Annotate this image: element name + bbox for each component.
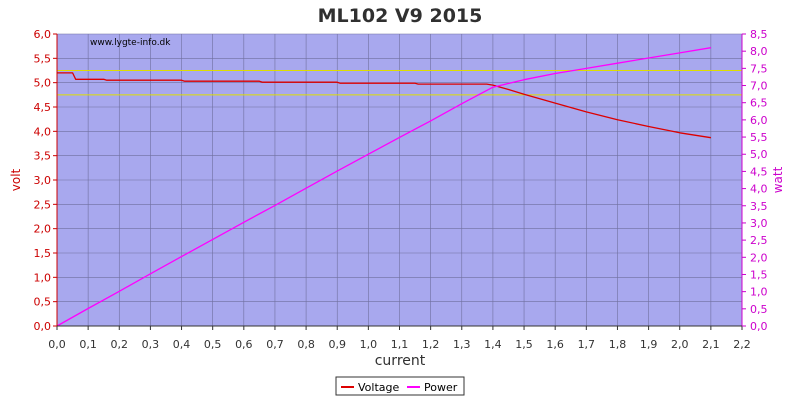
x-tick-label: 0,5: [204, 338, 222, 351]
x-tick-label: 1,8: [609, 338, 627, 351]
axes: 0,0 0,1 0,2 0,3 0,4 0,5 0,6 0,7 0,8 0,9 1,0 1,1 1,2 1…: [34, 28, 768, 351]
y-right-tick-label: 1,0: [750, 286, 768, 299]
y-right-tick-label: 4,0: [750, 183, 768, 196]
x-tick-label: 1,3: [453, 338, 471, 351]
x-tick-label: 2,0: [671, 338, 689, 351]
y-left-tick-label: 0,0: [34, 320, 52, 333]
chart-title: ML102 V9 2015: [318, 5, 483, 27]
x-tick-label: 1,4: [484, 338, 502, 351]
y-left-tick-label: 3,5: [34, 150, 52, 163]
y-right-tick-label: 4,5: [750, 165, 768, 178]
reference-lines: [57, 70, 742, 96]
y-right-tick-label: 1,5: [750, 268, 768, 281]
x-tick-label: 0,6: [235, 338, 253, 351]
y-left-tick-label: 3,0: [34, 174, 52, 187]
y-left-tick-label: 4,0: [34, 125, 52, 138]
legend-voltage-label: Voltage: [358, 381, 399, 394]
y-left-tick-label: 1,0: [34, 271, 52, 284]
y-left-tick-label: 4,5: [34, 101, 52, 114]
x-tick-label: 1,7: [578, 338, 596, 351]
y-right-tick-label: 5,0: [750, 148, 768, 161]
x-tick-label: 0,3: [142, 338, 160, 351]
y-right-tick-label: 2,0: [750, 251, 768, 264]
x-tick-label: 0,7: [266, 338, 284, 351]
x-tick-label: 0,9: [328, 338, 346, 351]
x-tick-label: 0,1: [79, 338, 97, 351]
legend-power-label: Power: [424, 381, 458, 394]
y-right-tick-label: 5,5: [750, 131, 768, 144]
y-right-tick-label: 3,5: [750, 200, 768, 213]
x-tick-label: 2,2: [733, 338, 751, 351]
legend: Voltage Power: [335, 376, 465, 396]
x-tick-label: 2,1: [702, 338, 720, 351]
x-tick-label: 1,2: [422, 338, 440, 351]
power-series-line: [56, 47, 712, 327]
y-left-tick-label: 0,5: [34, 296, 52, 309]
y-left-tick-label: 5,5: [34, 52, 52, 65]
y-left-tick-label: 1,5: [34, 247, 52, 260]
x-tick-label: 1,5: [515, 338, 533, 351]
x-tick-label: 1,1: [391, 338, 409, 351]
x-tick-label: 1,0: [360, 338, 378, 351]
y-left-tick-label: 5,0: [34, 77, 52, 90]
y-right-tick-label: 6,0: [750, 114, 768, 127]
y-right-tick-label: 8,0: [750, 45, 768, 58]
y-right-tick-label: 6,5: [750, 97, 768, 110]
y-right-tick-label: 8,5: [750, 28, 768, 41]
y-right-tick-label: 0,5: [750, 303, 768, 316]
x-axis-label: current: [375, 353, 426, 369]
x-tick-label: 0,0: [48, 338, 66, 351]
y-right-tick-label: 3,0: [750, 217, 768, 230]
y-axis-left-label: volt: [9, 168, 23, 191]
y-right-tick-label: 7,0: [750, 80, 768, 93]
y-left-tick-label: 2,0: [34, 223, 52, 236]
x-tick-label: 0,8: [297, 338, 315, 351]
watermark: www.lygte-info.dk: [90, 38, 171, 48]
y-right-tick-label: 0,0: [750, 320, 768, 333]
y-left-tick-label: 6,0: [34, 28, 52, 41]
series-lines: [56, 47, 712, 327]
y-axis-right-label: watt: [771, 166, 785, 193]
y-right-tick-label: 2,5: [750, 234, 768, 247]
voltage-series-line: [57, 72, 712, 139]
legend-box: [335, 376, 465, 396]
x-tick-label: 0,4: [173, 338, 191, 351]
x-tick-label: 1,9: [640, 338, 658, 351]
x-tick-label: 0,2: [111, 338, 129, 351]
y-right-tick-label: 7,5: [750, 62, 768, 75]
y-left-tick-label: 2,5: [34, 198, 52, 211]
x-tick-label: 1,6: [546, 338, 564, 351]
